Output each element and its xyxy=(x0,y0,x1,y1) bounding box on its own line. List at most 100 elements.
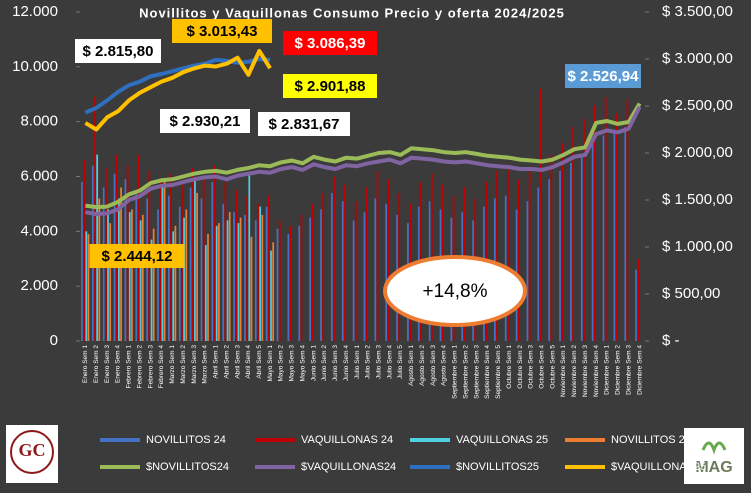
bar xyxy=(228,212,231,341)
bar xyxy=(593,105,596,341)
x-tick-label: Agosto Sem 4 xyxy=(441,345,448,386)
x-tick-label: Marzo Sem 2 xyxy=(180,345,187,384)
x-tick-label: Junio Sem 3 xyxy=(332,345,339,382)
bar xyxy=(213,165,216,341)
bar xyxy=(81,181,83,341)
bar xyxy=(276,228,279,341)
bar xyxy=(257,203,259,341)
bar xyxy=(202,176,205,341)
bar xyxy=(270,250,272,341)
x-tick-label: Octubre Sem 3 xyxy=(528,345,535,389)
annotation-box xyxy=(89,244,185,268)
y-tick-label: 2.000 xyxy=(20,277,58,294)
bar xyxy=(311,203,314,341)
bar xyxy=(259,206,262,341)
bar xyxy=(626,99,629,341)
bar xyxy=(248,173,251,341)
bar xyxy=(333,176,335,341)
bar xyxy=(352,220,355,341)
x-tick-label: Abril Sem 1 xyxy=(213,345,220,379)
x-tick-label: Octubre Sem 5 xyxy=(549,345,556,389)
x-tick-label: Marzo Sem 3 xyxy=(191,345,198,384)
y2-tick-label: $ 3.500,00 xyxy=(662,3,733,20)
bar xyxy=(254,220,257,341)
bar xyxy=(204,245,207,341)
x-tick-label: Mayo Sem 2 xyxy=(278,345,285,382)
x-tick-label: Junio Sem 4 xyxy=(343,345,350,382)
bar xyxy=(250,236,253,341)
bar xyxy=(94,96,96,341)
annotation-box xyxy=(283,74,377,98)
bar xyxy=(131,209,133,341)
bar xyxy=(300,214,303,341)
x-tick-label: Julio Sem 3 xyxy=(376,345,383,379)
bar xyxy=(85,231,88,341)
annotation-box xyxy=(258,112,350,136)
bar xyxy=(341,201,344,341)
bar xyxy=(235,190,238,341)
legend-label: $VAQUILLONAS25 xyxy=(611,461,706,473)
bar xyxy=(211,181,214,341)
bar xyxy=(118,198,120,341)
x-tick-label: Septiembre Sem 4 xyxy=(484,345,491,399)
bar xyxy=(87,234,90,341)
bar xyxy=(570,162,572,341)
bar xyxy=(376,171,379,341)
y2-tick-label: $ - xyxy=(662,332,680,349)
bar xyxy=(580,157,583,341)
x-tick-label: Enero Sem 3 xyxy=(104,345,111,383)
legend-label: $VAQUILLONAS24 xyxy=(301,461,396,473)
chart-title: Novillitos y Vaquillonas Consumo Precio … xyxy=(139,5,565,20)
x-tick-label: Mayo Sem 4 xyxy=(299,345,306,382)
bar xyxy=(128,212,131,341)
x-tick-label: Julio Sem 2 xyxy=(365,345,372,379)
x-tick-label: Febrero Sem 2 xyxy=(136,345,143,389)
x-tick-label: Mayo Sem 3 xyxy=(289,345,296,382)
x-tick-label: Noviembre Sem 2 xyxy=(571,345,578,397)
bar xyxy=(289,225,292,341)
y-tick-label: 0 xyxy=(50,332,58,349)
bar xyxy=(309,217,311,341)
bar xyxy=(226,220,229,341)
x-tick-label: Diciembre Sem 1 xyxy=(604,345,611,395)
bar xyxy=(246,195,248,341)
x-tick-label: Febrero Sem 3 xyxy=(147,345,154,389)
annotation: $ 2.831,67 xyxy=(269,116,340,133)
bar xyxy=(365,187,368,341)
bar xyxy=(322,192,325,341)
y-tick-label: 6.000 xyxy=(20,167,58,184)
bar xyxy=(298,225,301,341)
bar xyxy=(152,228,155,341)
bar xyxy=(109,223,112,341)
x-tick-label: Julio Sem 5 xyxy=(397,345,404,379)
bar xyxy=(537,187,540,341)
x-tick-label: Agosto Sem 2 xyxy=(419,345,426,386)
annotation-box xyxy=(172,19,272,43)
bar xyxy=(196,192,198,341)
x-tick-label: Mayo Sem 1 xyxy=(267,345,274,382)
bar xyxy=(528,171,531,341)
x-tick-label: Marzo Sem 4 xyxy=(202,345,209,384)
bar xyxy=(261,214,264,341)
bar xyxy=(185,209,188,341)
x-tick-label: Noviembre Sem 4 xyxy=(593,345,600,397)
bar xyxy=(178,206,181,341)
annotation: $ 2.444,12 xyxy=(102,248,173,265)
bar xyxy=(272,242,275,341)
annotation: $ 2.526,94 xyxy=(568,68,640,85)
bar xyxy=(385,203,388,341)
logo-text: MAG xyxy=(695,459,732,476)
x-tick-label: Junio Sem 2 xyxy=(321,345,328,382)
bar xyxy=(265,206,268,341)
bar xyxy=(215,225,218,341)
y2-tick-label: $ 500,00 xyxy=(662,285,720,302)
x-tick-label: Junio Sem 1 xyxy=(310,345,317,382)
bar xyxy=(398,192,401,341)
bar xyxy=(548,179,551,341)
bar xyxy=(239,217,242,341)
bar xyxy=(267,195,270,341)
bar xyxy=(194,179,196,341)
y-tick-label: 12.000 xyxy=(12,3,58,20)
bar xyxy=(172,231,175,341)
bar xyxy=(233,212,235,341)
